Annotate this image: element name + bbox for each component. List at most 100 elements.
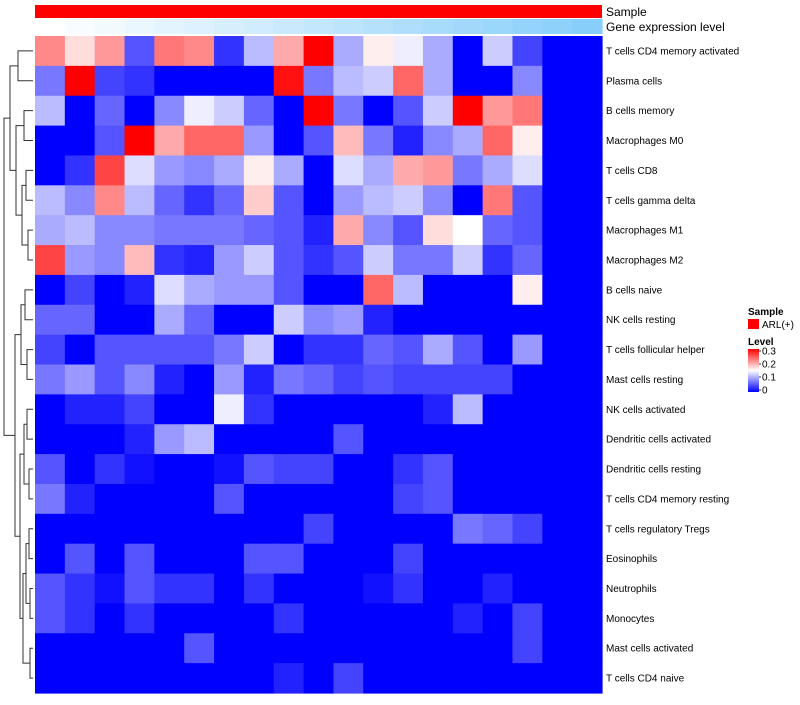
heatmap-cell xyxy=(542,573,573,605)
heatmap-cell xyxy=(542,245,573,276)
dendrogram-branch xyxy=(28,468,33,500)
heatmap-cell xyxy=(94,513,126,545)
heatmap-cell xyxy=(273,215,305,246)
heatmap-cell xyxy=(243,185,275,216)
heatmap-cell xyxy=(273,424,305,455)
heatmap-cell xyxy=(214,573,245,605)
heatmap-cell xyxy=(572,483,603,515)
heatmap-cell xyxy=(512,483,543,515)
dendrogram-branch xyxy=(3,117,15,436)
heatmap-cell xyxy=(35,663,66,694)
heatmap-cell xyxy=(124,36,155,67)
heatmap-cell xyxy=(542,36,573,67)
heatmap-cell xyxy=(243,454,275,485)
heatmap-cell xyxy=(452,36,484,67)
heatmap-cell xyxy=(333,513,364,545)
row-label: B cells memory xyxy=(606,106,674,117)
heatmap-cell xyxy=(333,454,364,485)
heatmap-cell xyxy=(64,155,96,186)
heatmap-cell xyxy=(303,483,335,515)
expression-annotation-cell xyxy=(124,19,155,34)
heatmap-cell xyxy=(542,454,573,485)
heatmap-cell xyxy=(363,603,394,634)
row-label: T cells gamma delta xyxy=(606,196,696,207)
heatmap-cell xyxy=(35,633,66,664)
heatmap-cell xyxy=(393,274,424,306)
heatmap-cell xyxy=(184,364,215,395)
heatmap-cell xyxy=(184,36,215,67)
expression-annotation-cell xyxy=(214,19,245,34)
heatmap-cell xyxy=(572,633,603,664)
heatmap-cell xyxy=(154,543,185,575)
heatmap-cell xyxy=(35,603,66,634)
heatmap-cell xyxy=(422,543,454,575)
heatmap-cell xyxy=(94,633,126,664)
heatmap-cell xyxy=(333,95,364,127)
heatmap-cell xyxy=(214,633,245,664)
heatmap-cell xyxy=(512,573,543,605)
heatmap-cell xyxy=(35,125,66,157)
heatmap-cell xyxy=(154,334,185,366)
heatmap-cell xyxy=(214,185,245,216)
heatmap-cell xyxy=(363,364,394,395)
heatmap-cell xyxy=(512,125,543,157)
heatmap-cell xyxy=(64,543,96,575)
expression-annotation-cell xyxy=(333,19,364,34)
heatmap-cell xyxy=(154,603,185,634)
heatmap-cell xyxy=(422,663,454,694)
heatmap-cell xyxy=(572,573,603,605)
heatmap-cell xyxy=(333,543,364,575)
legend-color-bar xyxy=(748,349,759,392)
heatmap-cell xyxy=(273,573,305,605)
heatmap-cell xyxy=(124,663,155,694)
heatmap-cell xyxy=(482,304,514,336)
heatmap-cell xyxy=(512,65,543,97)
heatmap-cell xyxy=(273,454,305,485)
heatmap-cell xyxy=(124,274,155,306)
heatmap-cell xyxy=(512,513,543,545)
heatmap-cell xyxy=(422,304,454,336)
heatmap-cell xyxy=(482,245,514,276)
heatmap-cell xyxy=(35,394,66,425)
heatmap-cell xyxy=(422,245,454,276)
heatmap-cell xyxy=(303,394,335,425)
heatmap-cell xyxy=(422,603,454,634)
heatmap-cell xyxy=(452,185,484,216)
heatmap-cell xyxy=(572,95,603,127)
dendrogram-branch xyxy=(28,528,33,560)
row-label: T cells follicular helper xyxy=(606,345,705,356)
heatmap-cell xyxy=(572,334,603,366)
heatmap-cell xyxy=(393,364,424,395)
heatmap-cell xyxy=(124,215,155,246)
heatmap-cell xyxy=(482,185,514,216)
heatmap-cell xyxy=(64,394,96,425)
heatmap-cell xyxy=(243,364,275,395)
heatmap-cell xyxy=(482,36,514,67)
heatmap-cell xyxy=(94,274,126,306)
heatmap-cell xyxy=(363,633,394,664)
heatmap-cell xyxy=(333,603,364,634)
heatmap-cell xyxy=(35,573,66,605)
heatmap-cell xyxy=(64,125,96,157)
heatmap-cell xyxy=(363,513,394,545)
heatmap-cell xyxy=(243,65,275,97)
heatmap-cell xyxy=(482,543,514,575)
row-label: Neutrophils xyxy=(606,584,657,595)
heatmap-cell xyxy=(422,125,454,157)
heatmap-cell xyxy=(124,245,155,276)
heatmap-cell xyxy=(422,95,454,127)
heatmap-cell xyxy=(214,513,245,545)
heatmap-cell xyxy=(35,95,66,127)
dendrogram-branch xyxy=(29,647,33,679)
expression-annotation-cell xyxy=(422,19,454,34)
heatmap-cell xyxy=(482,633,514,664)
heatmap-cell xyxy=(184,334,215,366)
heatmap-cell xyxy=(482,155,514,186)
heatmap-cell xyxy=(94,245,126,276)
heatmap-cell xyxy=(393,65,424,97)
heatmap-cell xyxy=(94,424,126,455)
heatmap-cell xyxy=(94,364,126,395)
heatmap-cell xyxy=(572,364,603,395)
heatmap-cell xyxy=(94,663,126,694)
